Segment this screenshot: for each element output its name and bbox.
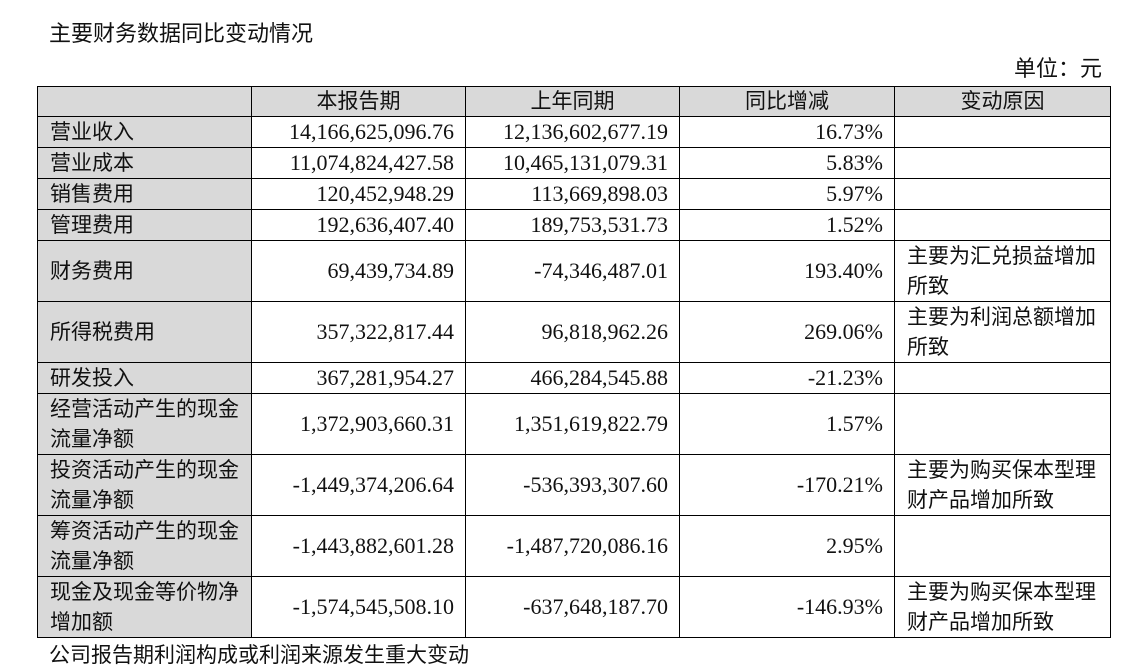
current-value: 69,439,734.89 xyxy=(251,240,466,302)
row-label: 销售费用 xyxy=(37,178,252,210)
change-value: 1.52% xyxy=(679,209,895,241)
table-row: 现金及现金等价物净增加额 -1,574,545,508.10 -637,648,… xyxy=(37,576,1111,638)
financial-data-table: 本报告期 上年同期 同比增减 变动原因 营业收入 14,166,625,096.… xyxy=(37,86,1111,638)
row-label: 研发投入 xyxy=(37,362,252,394)
change-value: 193.40% xyxy=(679,240,895,302)
footer-heading: 公司报告期利润构成或利润来源发生重大变动 xyxy=(49,643,469,667)
previous-value: 189,753,531.73 xyxy=(465,209,680,241)
current-value: 192,636,407.40 xyxy=(251,209,466,241)
table-row: 投资活动产生的现金流量净额 -1,449,374,206.64 -536,393… xyxy=(37,454,1111,516)
row-label: 营业收入 xyxy=(37,116,252,148)
current-value: 14,166,625,096.76 xyxy=(251,116,466,148)
header-yoy-change: 同比增减 xyxy=(679,86,895,117)
current-value: 367,281,954.27 xyxy=(251,362,466,394)
row-label: 现金及现金等价物净增加额 xyxy=(37,576,252,638)
previous-value: 466,284,545.88 xyxy=(465,362,680,394)
table-row: 营业收入 14,166,625,096.76 12,136,602,677.19… xyxy=(37,116,1111,148)
row-label: 所得税费用 xyxy=(37,301,252,363)
unit-label: 单位：元 xyxy=(1013,57,1102,82)
change-value: -21.23% xyxy=(679,362,895,394)
change-reason xyxy=(894,116,1111,148)
previous-value: 12,136,602,677.19 xyxy=(465,116,680,148)
table-row: 管理费用 192,636,407.40 189,753,531.73 1.52% xyxy=(37,209,1111,241)
change-value: 269.06% xyxy=(679,301,895,363)
row-label: 投资活动产生的现金流量净额 xyxy=(37,454,252,516)
previous-value: -1,487,720,086.16 xyxy=(465,515,680,577)
current-value: 357,322,817.44 xyxy=(251,301,466,363)
change-reason xyxy=(894,178,1111,210)
change-value: 16.73% xyxy=(679,116,895,148)
change-reason xyxy=(894,147,1111,179)
previous-value: -74,346,487.01 xyxy=(465,240,680,302)
previous-value: 1,351,619,822.79 xyxy=(465,393,680,455)
current-value: -1,574,545,508.10 xyxy=(251,576,466,638)
change-reason xyxy=(894,362,1111,394)
header-item xyxy=(37,86,252,117)
row-label: 财务费用 xyxy=(37,240,252,302)
current-value: -1,449,374,206.64 xyxy=(251,454,466,516)
change-value: 5.97% xyxy=(679,178,895,210)
header-change-reason: 变动原因 xyxy=(894,86,1111,117)
previous-value: -536,393,307.60 xyxy=(465,454,680,516)
previous-value: 113,669,898.03 xyxy=(465,178,680,210)
current-value: 120,452,948.29 xyxy=(251,178,466,210)
change-reason xyxy=(894,209,1111,241)
change-reason xyxy=(894,393,1111,455)
row-label: 筹资活动产生的现金流量净额 xyxy=(37,515,252,577)
section-title: 主要财务数据同比变动情况 xyxy=(49,22,314,47)
table-row: 销售费用 120,452,948.29 113,669,898.03 5.97% xyxy=(37,178,1111,210)
change-value: 2.95% xyxy=(679,515,895,577)
table-row: 所得税费用 357,322,817.44 96,818,962.26 269.0… xyxy=(37,301,1111,363)
current-value: 11,074,824,427.58 xyxy=(251,147,466,179)
row-label: 经营活动产生的现金流量净额 xyxy=(37,393,252,455)
header-previous-period: 上年同期 xyxy=(465,86,680,117)
row-label: 营业成本 xyxy=(37,147,252,179)
change-value: -170.21% xyxy=(679,454,895,516)
table-header-row: 本报告期 上年同期 同比增减 变动原因 xyxy=(37,86,1111,117)
table-row: 经营活动产生的现金流量净额 1,372,903,660.31 1,351,619… xyxy=(37,393,1111,455)
change-reason: 主要为汇兑损益增加所致 xyxy=(894,240,1111,302)
previous-value: 96,818,962.26 xyxy=(465,301,680,363)
previous-value: -637,648,187.70 xyxy=(465,576,680,638)
table-row: 财务费用 69,439,734.89 -74,346,487.01 193.40… xyxy=(37,240,1111,302)
table-row: 营业成本 11,074,824,427.58 10,465,131,079.31… xyxy=(37,147,1111,179)
row-label: 管理费用 xyxy=(37,209,252,241)
change-reason: 主要为购买保本型理财产品增加所致 xyxy=(894,454,1111,516)
header-current-period: 本报告期 xyxy=(251,86,466,117)
change-reason xyxy=(894,515,1111,577)
change-reason: 主要为购买保本型理财产品增加所致 xyxy=(894,576,1111,638)
current-value: -1,443,882,601.28 xyxy=(251,515,466,577)
current-value: 1,372,903,660.31 xyxy=(251,393,466,455)
change-value: 5.83% xyxy=(679,147,895,179)
table-row: 研发投入 367,281,954.27 466,284,545.88 -21.2… xyxy=(37,362,1111,394)
change-value: -146.93% xyxy=(679,576,895,638)
previous-value: 10,465,131,079.31 xyxy=(465,147,680,179)
change-value: 1.57% xyxy=(679,393,895,455)
table-row: 筹资活动产生的现金流量净额 -1,443,882,601.28 -1,487,7… xyxy=(37,515,1111,577)
change-reason: 主要为利润总额增加所致 xyxy=(894,301,1111,363)
